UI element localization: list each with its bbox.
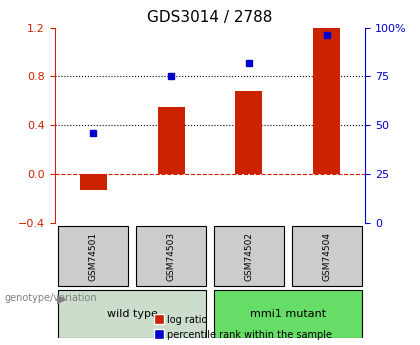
FancyBboxPatch shape: [58, 290, 206, 338]
Bar: [80, 174, 107, 190]
FancyBboxPatch shape: [291, 226, 362, 286]
FancyBboxPatch shape: [58, 226, 129, 286]
Legend: log ratio, percentile rank within the sample: log ratio, percentile rank within the sa…: [151, 311, 336, 344]
Text: GSM74504: GSM74504: [322, 232, 331, 281]
Text: genotype/variation: genotype/variation: [4, 294, 97, 303]
Bar: [313, 28, 340, 174]
FancyBboxPatch shape: [214, 290, 362, 338]
Text: GSM74501: GSM74501: [89, 231, 98, 281]
Title: GDS3014 / 2788: GDS3014 / 2788: [147, 10, 273, 25]
Bar: [158, 107, 185, 174]
FancyBboxPatch shape: [136, 226, 206, 286]
Text: mmi1 mutant: mmi1 mutant: [249, 309, 326, 319]
Text: wild type: wild type: [107, 309, 158, 319]
FancyBboxPatch shape: [214, 226, 284, 286]
Bar: [235, 91, 262, 174]
Text: GSM74502: GSM74502: [244, 232, 253, 281]
Text: ▶: ▶: [57, 292, 66, 305]
Text: GSM74503: GSM74503: [167, 231, 176, 281]
